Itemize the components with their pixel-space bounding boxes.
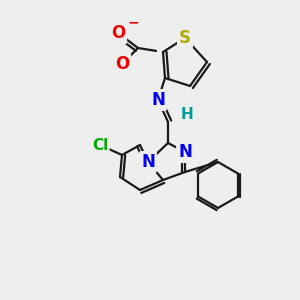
Text: Cl: Cl — [92, 137, 108, 152]
Text: O: O — [115, 55, 129, 73]
Text: N: N — [151, 91, 165, 109]
Text: S: S — [179, 29, 191, 47]
Text: H: H — [181, 107, 194, 122]
Text: N: N — [141, 153, 155, 171]
Text: O: O — [111, 24, 125, 42]
Text: −: − — [128, 15, 140, 29]
Text: N: N — [178, 143, 192, 161]
